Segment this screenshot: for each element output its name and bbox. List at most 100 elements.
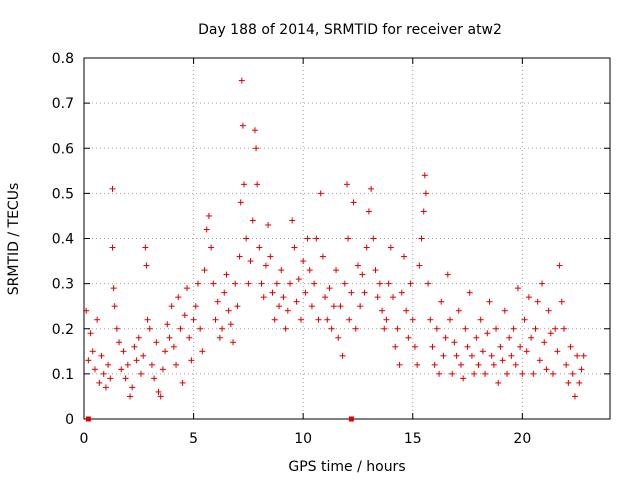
data-point: [153, 339, 160, 346]
data-point: [475, 361, 482, 368]
data-point: [539, 280, 546, 287]
data-point: [545, 307, 552, 314]
data-point: [361, 289, 368, 296]
data-point: [363, 244, 370, 251]
data-point: [534, 298, 541, 305]
data-point: [251, 127, 258, 134]
data-point: [237, 199, 244, 206]
data-point: [532, 325, 539, 332]
data-point: [157, 393, 164, 400]
data-point: [451, 339, 458, 346]
data-point: [554, 348, 561, 355]
data-point: [253, 145, 260, 152]
data-point: [333, 267, 340, 274]
data-point: [116, 339, 123, 346]
data-point: [254, 181, 261, 188]
data-point: [129, 384, 136, 391]
data-point: [273, 280, 280, 287]
data-point: [442, 334, 449, 341]
data-point: [170, 343, 177, 350]
data-point: [146, 325, 153, 332]
data-point: [319, 253, 326, 260]
data-point: [521, 316, 528, 323]
data-point: [223, 271, 230, 278]
x-tick-label: 5: [189, 431, 198, 447]
x-tick-label: 20: [513, 431, 531, 447]
y-tick-label: 0.8: [52, 51, 74, 67]
data-point: [501, 307, 508, 314]
data-point: [416, 262, 423, 269]
data-point: [159, 366, 166, 373]
data-point: [525, 294, 532, 301]
data-point: [411, 343, 418, 350]
data-point: [262, 262, 269, 269]
data-point: [341, 280, 348, 287]
data-point: [571, 393, 578, 400]
x-tick-label: 15: [404, 431, 422, 447]
data-point: [234, 303, 241, 310]
data-point: [457, 361, 464, 368]
data-point: [326, 285, 333, 292]
data-point: [162, 348, 169, 355]
data-point: [519, 370, 526, 377]
data-point: [105, 361, 112, 368]
data-point: [267, 253, 274, 260]
data-point: [124, 361, 131, 368]
data-point: [330, 303, 337, 310]
data-point: [236, 253, 243, 260]
data-point: [227, 321, 234, 328]
data-point: [506, 334, 513, 341]
data-point: [468, 352, 475, 359]
data-point: [381, 325, 388, 332]
data-point: [179, 379, 186, 386]
data-point: [94, 316, 101, 323]
data-point: [433, 325, 440, 332]
data-point: [177, 325, 184, 332]
data-point: [482, 370, 489, 377]
data-point: [181, 312, 188, 319]
data-point: [407, 280, 414, 287]
data-point: [503, 370, 510, 377]
data-point: [337, 303, 344, 310]
data-point: [140, 352, 147, 359]
data-point: [317, 190, 324, 197]
data-point: [464, 343, 471, 350]
data-point: [208, 244, 215, 251]
data-point: [387, 244, 394, 251]
data-point: [302, 289, 309, 296]
data-point: [83, 307, 90, 314]
data-point: [379, 307, 386, 314]
data-point: [230, 339, 237, 346]
data-point: [495, 379, 502, 386]
data-point: [188, 357, 195, 364]
data-point: [91, 366, 98, 373]
data-point: [173, 361, 180, 368]
data-point: [390, 294, 397, 301]
data-point: [304, 235, 311, 242]
data-point: [429, 343, 436, 350]
data-point: [122, 375, 129, 382]
data-point: [258, 280, 265, 287]
data-point: [440, 352, 447, 359]
data-point: [311, 280, 318, 287]
data-point: [466, 289, 473, 296]
data-point: [260, 294, 267, 301]
data-point: [409, 316, 416, 323]
data-point: [287, 280, 294, 287]
data-point: [282, 325, 289, 332]
data-point: [449, 370, 456, 377]
data-point: [370, 235, 377, 242]
data-point: [488, 352, 495, 359]
data-point: [297, 316, 304, 323]
y-tick-label: 0.6: [52, 141, 74, 157]
data-point: [192, 303, 199, 310]
data-point: [422, 190, 429, 197]
data-point: [96, 379, 103, 386]
data-point: [365, 208, 372, 215]
data-point: [392, 343, 399, 350]
data-points: [83, 77, 587, 422]
data-point: [113, 325, 120, 332]
data-point: [269, 289, 276, 296]
data-point: [166, 334, 173, 341]
data-point: [473, 334, 480, 341]
